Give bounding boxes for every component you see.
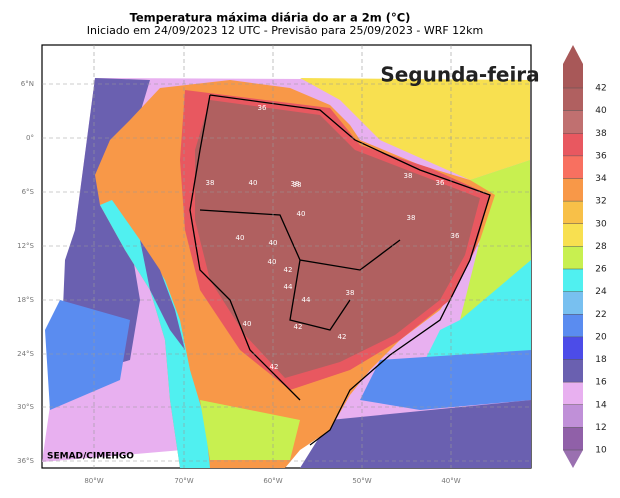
atlantic-mid — [360, 350, 531, 410]
lat-label: 30°S — [17, 403, 34, 411]
lon-label: 50°W — [352, 477, 371, 485]
map-panel: Segunda-feira SEMAD/CIMEHGO 36 38 40 40 38 40… — [41, 44, 540, 469]
contour-label: 42 — [270, 363, 279, 371]
colorbar-band — [563, 201, 583, 224]
map-subtitle: Iniciado em 24/09/2023 12 UTC - Previsão… — [87, 24, 484, 37]
colorbar-band — [563, 269, 583, 292]
contour-label: 40 — [297, 210, 306, 218]
colorbar-over — [563, 45, 583, 88]
colorbar-label: 22 — [595, 310, 606, 320]
colorbar-band — [563, 155, 583, 179]
colorbar-label: 18 — [595, 355, 607, 365]
colorbar-band — [563, 382, 583, 405]
lon-label: 80°W — [84, 477, 103, 485]
colorbar-band — [563, 404, 583, 428]
axes: 6°N 0° 6°S 12°S 18°S 24°S 30°S 36°S 80°W 70°W 60°W… — [17, 80, 461, 485]
contour-label: 42 — [284, 266, 293, 274]
contour-label: 42 — [294, 323, 303, 331]
contour-label: 38 — [346, 289, 355, 297]
credit: SEMAD/CIMEHGO — [47, 452, 134, 462]
lat-label: 36°S — [17, 457, 34, 465]
pacific-south — [100, 340, 180, 440]
contour-label: 36 — [258, 104, 267, 112]
contour-label: 40 — [268, 258, 277, 266]
contour-label: 44 — [284, 283, 293, 291]
contour-label: 44 — [302, 296, 311, 304]
contour-label: 40 — [249, 179, 258, 187]
atlantic-subtropical — [420, 260, 531, 370]
colorbar-band — [563, 88, 583, 111]
colorbar-band — [563, 110, 583, 134]
colorbar-band — [563, 291, 583, 315]
colorbar-label: 12 — [595, 423, 606, 433]
colorbar-band — [563, 359, 583, 383]
colorbar-band — [563, 246, 583, 269]
colorbar-label: 16 — [595, 378, 607, 388]
lon-label: 70°W — [174, 477, 193, 485]
day-label: Segunda-feira — [380, 63, 539, 87]
colorbar-band — [563, 427, 583, 450]
colorbar-band — [563, 133, 583, 156]
colorbar-label: 36 — [595, 151, 607, 161]
colorbar: 10 12 14 16 18 20 22 24 26 28 30 32 34 36 38 40 42 — [563, 45, 607, 468]
contour-label: 38 — [206, 179, 215, 187]
colorbar-label: 34 — [595, 174, 607, 184]
lon-label: 60°W — [263, 477, 282, 485]
colorbar-band — [563, 223, 583, 247]
lat-label: 12°S — [17, 242, 34, 250]
colorbar-label: 26 — [595, 265, 607, 275]
colorbar-label: 38 — [595, 129, 607, 139]
contour-label: 40 — [269, 239, 278, 247]
lat-label: 0° — [26, 134, 34, 142]
andes-cool — [100, 200, 210, 468]
colorbar-band — [563, 314, 583, 337]
contour-label: 40 — [243, 320, 252, 328]
lat-label: 6°N — [21, 80, 34, 88]
colorbar-label: 28 — [595, 242, 607, 252]
contour-label: 36 — [451, 232, 460, 240]
colorbar-label: 30 — [595, 219, 607, 229]
colorbar-label: 42 — [595, 84, 606, 94]
lat-label: 18°S — [17, 296, 34, 304]
pampas — [200, 400, 300, 460]
colorbar-under — [563, 450, 583, 468]
colorbar-band — [563, 336, 583, 360]
pacific-cold — [45, 300, 130, 410]
colorbar-label: 24 — [595, 287, 607, 297]
andes-high — [140, 240, 185, 350]
colorbar-label: 32 — [595, 197, 606, 207]
lon-label: 40°W — [441, 477, 460, 485]
colorbar-label: 20 — [595, 332, 607, 342]
graticule — [42, 45, 531, 468]
borders — [189, 94, 491, 446]
colorbar-band — [563, 178, 583, 202]
contour-label: 40 — [236, 234, 245, 242]
contour-label: 38 — [293, 181, 302, 189]
lat-label: 6°S — [22, 188, 35, 196]
colorbar-label: 40 — [595, 106, 607, 116]
contour-label: 38 — [404, 172, 413, 180]
colorbar-label: 14 — [595, 400, 607, 410]
atlantic-north — [300, 78, 530, 180]
contour-label: 38 — [291, 180, 300, 188]
contour-label: 36 — [436, 179, 445, 187]
colorbar-label: 10 — [595, 446, 607, 456]
hot-region — [195, 100, 480, 378]
lat-label: 24°S — [17, 350, 34, 358]
contour-label: 42 — [338, 333, 347, 341]
contour-label: 38 — [407, 214, 416, 222]
map-title: Temperatura máxima diária do ar a 2m (°C… — [130, 11, 411, 25]
atlantic-south — [300, 400, 531, 468]
